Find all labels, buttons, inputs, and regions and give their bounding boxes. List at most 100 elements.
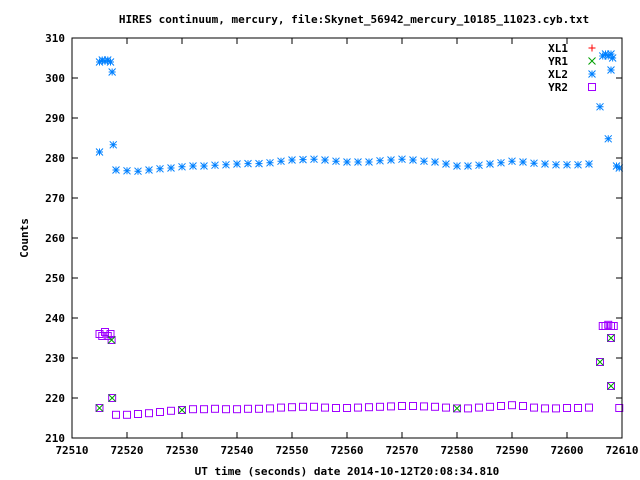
y-tick-label: 250	[45, 272, 65, 285]
data-point-yr2	[95, 404, 104, 412]
data-point-xl2	[608, 54, 617, 62]
data-point-yr2	[277, 403, 285, 412]
data-point-xl2	[189, 162, 197, 170]
data-point-yr2	[156, 408, 164, 416]
data-point-xl2	[574, 160, 582, 169]
data-point-xl2	[134, 167, 142, 176]
data-point-xl2	[464, 162, 472, 170]
data-point-xl2	[376, 156, 384, 165]
y-tick-label: 270	[45, 192, 65, 205]
data-point-xl2	[211, 161, 219, 170]
legend-marker-xl1	[588, 44, 596, 52]
data-point-yr2	[497, 402, 505, 410]
legend-label-xl2: XL2	[548, 68, 568, 81]
data-point-xl2	[288, 156, 296, 164]
data-point-yr2	[574, 404, 582, 412]
data-point-yr1	[107, 336, 116, 344]
data-point-yr2	[376, 402, 384, 411]
y-tick-label: 230	[45, 352, 65, 365]
y-tick-label: 220	[45, 392, 65, 405]
data-point-yr2	[615, 404, 624, 412]
data-point-yr2	[95, 330, 104, 338]
legend-label-xl1: XL1	[548, 42, 568, 55]
data-point-yr2	[486, 402, 494, 411]
data-point-xl2	[112, 166, 120, 174]
data-point-xl2	[106, 58, 115, 66]
data-point-yr2	[310, 402, 318, 411]
data-point-yr2	[585, 403, 593, 412]
data-point-xl2	[354, 158, 362, 166]
data-point-xl2	[442, 160, 450, 168]
data-point-yr2	[189, 405, 197, 414]
data-point-yr2	[607, 382, 615, 390]
data-point-yr2	[431, 402, 439, 411]
data-point-yr2	[409, 402, 417, 410]
data-point-yr2	[288, 403, 296, 412]
data-point-yr2	[609, 322, 618, 330]
data-point-yr2	[233, 405, 241, 414]
data-point-xl2	[244, 159, 252, 168]
data-point-yr2	[519, 402, 527, 410]
data-point-xl2	[530, 159, 538, 168]
data-point-yr2	[607, 334, 615, 342]
data-point-yr2	[321, 403, 329, 412]
data-point-xl2	[95, 148, 104, 156]
data-point-xl2	[255, 159, 263, 168]
data-point-xl2	[103, 56, 112, 64]
data-point-yr2	[354, 403, 362, 412]
data-point-xl2	[598, 52, 607, 60]
data-point-xl2	[233, 160, 241, 168]
data-point-xl2	[145, 166, 153, 174]
data-point-yr2	[475, 403, 483, 412]
legend-marker-xl2	[588, 70, 596, 78]
data-point-yr2	[596, 358, 604, 366]
data-point-yr2	[200, 405, 208, 414]
data-point-yr2	[332, 404, 340, 412]
data-point-yr1	[453, 404, 461, 413]
data-point-xl2	[612, 162, 621, 170]
legend-label-yr1: YR1	[548, 55, 568, 68]
data-point-yr2	[167, 406, 175, 415]
data-point-yr2	[123, 410, 131, 419]
data-point-xl2	[222, 160, 230, 169]
data-point-yr2	[108, 394, 117, 402]
data-point-xl2	[601, 50, 610, 58]
plot-border	[71, 37, 623, 439]
data-point-xl2	[156, 164, 164, 173]
data-point-yr1	[596, 358, 604, 366]
x-tick-label: 72570	[385, 444, 418, 457]
data-point-yr2	[266, 404, 274, 413]
data-point-xl2	[365, 158, 373, 166]
y-tick-label: 300	[45, 72, 65, 85]
data-point-xl2	[453, 162, 461, 170]
data-point-xl2	[604, 134, 613, 143]
x-tick-label: 72530	[165, 444, 198, 457]
data-point-yr2	[365, 403, 373, 412]
x-tick-label: 72510	[55, 444, 88, 457]
data-point-xl2	[596, 102, 604, 111]
data-point-xl2	[486, 160, 494, 168]
data-point-yr1	[178, 406, 186, 414]
x-tick-label: 72590	[495, 444, 528, 457]
data-point-xl2	[563, 160, 571, 169]
data-point-yr2	[604, 320, 613, 329]
y-tick-label: 280	[45, 152, 65, 165]
data-point-yr2	[387, 402, 395, 411]
data-point-xl2	[409, 156, 417, 164]
data-point-yr2	[134, 410, 142, 418]
data-point-xl2	[541, 160, 549, 168]
data-point-xl2	[332, 157, 340, 166]
data-point-xl2	[310, 155, 318, 164]
data-point-xl2	[98, 56, 107, 64]
data-point-xl2	[167, 164, 175, 172]
data-point-xl2	[552, 160, 560, 169]
data-point-yr2	[453, 404, 461, 413]
y-tick-label: 290	[45, 112, 65, 125]
y-tick-label: 260	[45, 232, 65, 245]
data-point-yr2	[244, 404, 252, 413]
data-point-xl2	[178, 162, 186, 171]
legend-label-yr2: YR2	[548, 81, 568, 94]
legend-marker-yr1	[588, 57, 596, 65]
data-point-yr2	[222, 405, 230, 414]
